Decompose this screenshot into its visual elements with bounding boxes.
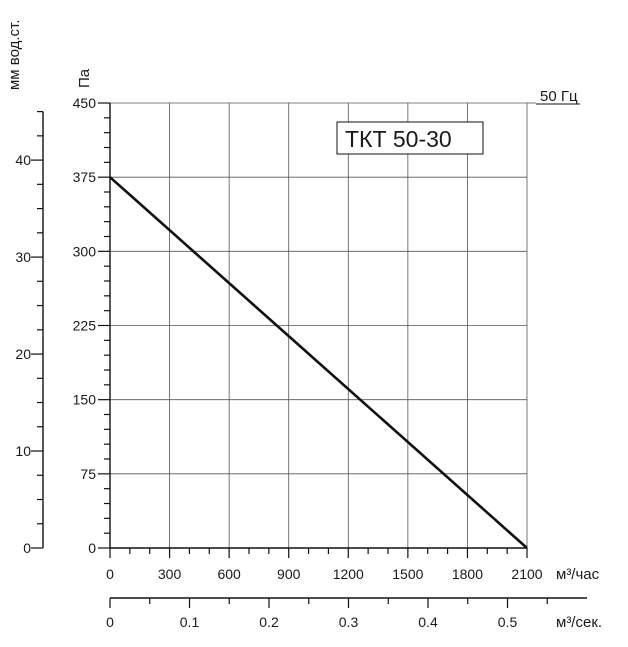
x2-tick-label-2: 0.2 xyxy=(259,614,279,630)
x-tick-label-3: 900 xyxy=(277,566,301,582)
y-tick-label-4: 300 xyxy=(73,243,97,259)
x-tick-label-1: 300 xyxy=(158,566,182,582)
x-tick-label-0: 0 xyxy=(106,566,114,582)
x-tick-label-4: 1200 xyxy=(333,566,364,582)
model-label: ТКТ 50-30 xyxy=(345,126,452,152)
y-tick-label-3: 225 xyxy=(73,318,97,334)
y2-tick-label-0: 0 xyxy=(23,540,31,556)
x-tick-label-5: 1500 xyxy=(392,566,423,582)
y2-tick-label-2: 20 xyxy=(15,346,31,362)
grid xyxy=(109,102,536,549)
x-tick-label-7: 2100 xyxy=(511,566,542,582)
x2-tick-label-0: 0 xyxy=(106,614,114,630)
y-outer-unit-label: мм вод.ст. xyxy=(6,20,23,90)
series-layer xyxy=(109,176,528,549)
y-tick-label-5: 375 xyxy=(73,169,97,185)
axes: 0 75 150 225 300 375 450 0 10 20 30 40 0 300 600 900 120… xyxy=(15,95,587,630)
model-label-box xyxy=(336,121,484,155)
y-tick-label-1: 75 xyxy=(80,466,96,482)
y-tick-label-2: 150 xyxy=(73,392,97,408)
x2-unit-label: м³/сек. xyxy=(556,614,602,631)
y2-tick-label-4: 40 xyxy=(15,152,31,168)
performance-curve-0 xyxy=(109,176,528,549)
x2-tick-label-1: 0.1 xyxy=(180,614,200,630)
y2-tick-label-1: 10 xyxy=(15,443,31,459)
x2-tick-label-5: 0.5 xyxy=(498,614,518,630)
x-tick-label-2: 600 xyxy=(217,566,241,582)
x2-tick-label-3: 0.3 xyxy=(339,614,359,630)
x-unit-label: м³/час xyxy=(556,566,600,583)
y-left-unit-label: Па xyxy=(76,68,93,88)
frequency-label: 50 Гц xyxy=(540,88,578,105)
x-tick-label-6: 1800 xyxy=(452,566,483,582)
y-tick-label-0: 0 xyxy=(88,540,96,556)
y2-tick-label-3: 30 xyxy=(15,249,31,265)
x2-tick-label-4: 0.4 xyxy=(418,614,438,630)
labels: мм вод.ст. Па 50 Гц м³/час м³/сек. ТКТ 5… xyxy=(6,20,602,631)
y-tick-label-6: 450 xyxy=(73,95,97,111)
